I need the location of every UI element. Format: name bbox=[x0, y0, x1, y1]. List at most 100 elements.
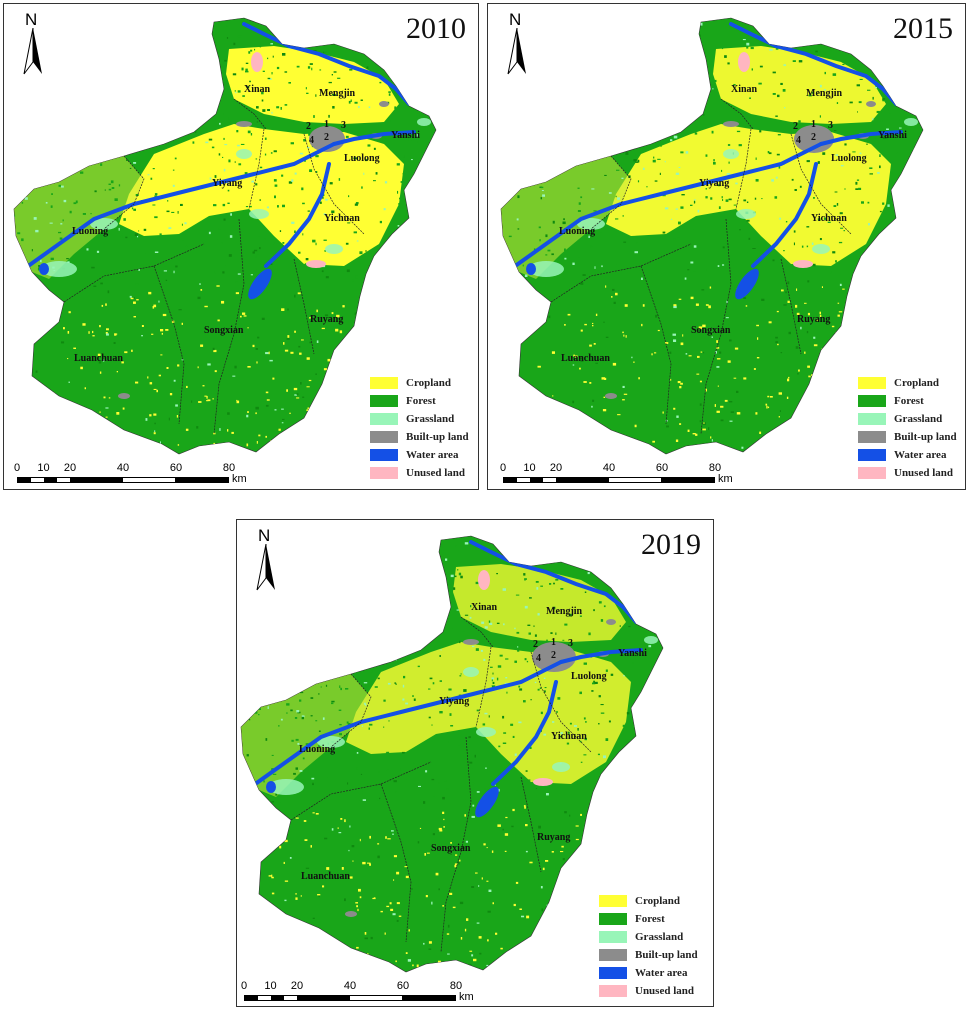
land-pixel bbox=[695, 59, 697, 61]
land-pixel bbox=[503, 623, 505, 626]
land-pixel bbox=[346, 621, 349, 624]
land-pixel bbox=[887, 244, 891, 247]
land-pixel bbox=[837, 302, 840, 304]
land-pixel bbox=[587, 946, 591, 948]
built-up-patch bbox=[463, 639, 479, 645]
land-pixel bbox=[724, 455, 726, 458]
land-pixel bbox=[511, 825, 514, 828]
land-pixel bbox=[475, 648, 479, 651]
land-pixel bbox=[675, 172, 680, 175]
land-pixel bbox=[294, 230, 296, 233]
land-pixel bbox=[405, 702, 409, 705]
land-pixel bbox=[866, 143, 868, 145]
land-pixel bbox=[633, 159, 637, 162]
land-pixel bbox=[722, 199, 724, 201]
legend-item-unused-land: Unused land bbox=[858, 464, 968, 482]
land-pixel bbox=[582, 248, 585, 250]
land-pixel bbox=[322, 196, 324, 199]
land-pixel bbox=[241, 689, 245, 691]
land-pixel bbox=[555, 74, 559, 76]
unused-land-patch bbox=[306, 260, 326, 268]
land-pixel bbox=[636, 556, 638, 558]
land-pixel bbox=[309, 428, 311, 430]
land-pixel bbox=[175, 404, 178, 407]
land-pixel bbox=[41, 113, 43, 116]
land-pixel bbox=[508, 334, 511, 337]
land-pixel bbox=[135, 194, 139, 196]
land-pixel bbox=[367, 663, 369, 666]
land-pixel bbox=[641, 323, 643, 327]
land-pixel bbox=[286, 338, 290, 340]
grassland-patch bbox=[249, 209, 269, 219]
land-pixel bbox=[344, 898, 346, 902]
land-pixel bbox=[323, 239, 327, 241]
grassland-patch bbox=[552, 762, 570, 772]
land-pixel bbox=[369, 319, 371, 321]
scale-unit: km bbox=[718, 473, 733, 485]
land-pixel bbox=[100, 105, 102, 108]
land-pixel bbox=[397, 778, 399, 780]
land-pixel bbox=[829, 270, 832, 274]
land-pixel bbox=[660, 616, 663, 619]
legend-swatch bbox=[370, 467, 398, 479]
land-pixel bbox=[593, 815, 597, 817]
land-pixel bbox=[261, 317, 265, 320]
land-pixel bbox=[218, 71, 220, 74]
land-pixel bbox=[744, 455, 747, 457]
land-pixel bbox=[332, 385, 335, 388]
land-pixel bbox=[375, 172, 378, 175]
scale-segment bbox=[57, 478, 71, 482]
land-pixel bbox=[793, 242, 795, 246]
land-pixel bbox=[255, 814, 259, 816]
scale-segment bbox=[122, 478, 176, 482]
land-pixel bbox=[202, 385, 205, 387]
land-pixel bbox=[861, 201, 864, 204]
land-pixel bbox=[59, 172, 62, 175]
land-pixel bbox=[279, 230, 282, 232]
land-pixel bbox=[350, 408, 354, 410]
land-pixel bbox=[264, 936, 267, 939]
land-pixel bbox=[356, 240, 359, 242]
land-pixel bbox=[333, 390, 336, 393]
land-pixel bbox=[793, 230, 796, 233]
legend: Cropland Forest Grassland Built-up land Wate… bbox=[370, 374, 480, 482]
land-pixel bbox=[84, 387, 86, 390]
land-pixel bbox=[379, 557, 382, 560]
land-pixel bbox=[897, 83, 900, 87]
land-pixel bbox=[404, 866, 408, 868]
scale-segment bbox=[44, 478, 58, 482]
land-pixel bbox=[123, 218, 126, 221]
land-pixel bbox=[759, 130, 762, 133]
land-pixel bbox=[851, 51, 855, 53]
land-pixel bbox=[281, 832, 285, 836]
land-pixel bbox=[331, 702, 334, 705]
land-pixel bbox=[636, 737, 638, 740]
land-pixel bbox=[577, 257, 580, 259]
land-pixel bbox=[468, 767, 473, 770]
land-pixel bbox=[299, 962, 301, 966]
land-pixel bbox=[588, 632, 591, 636]
land-pixel bbox=[310, 845, 312, 848]
land-pixel bbox=[870, 312, 872, 316]
land-pixel bbox=[552, 721, 555, 723]
land-pixel bbox=[579, 61, 582, 64]
land-pixel bbox=[399, 604, 401, 606]
land-pixel bbox=[593, 428, 597, 431]
land-pixel bbox=[556, 401, 559, 404]
land-pixel bbox=[582, 274, 586, 276]
land-pixel bbox=[378, 770, 380, 774]
land-pixel bbox=[756, 357, 760, 359]
land-pixel bbox=[872, 96, 874, 100]
land-pixel bbox=[592, 682, 596, 685]
land-pixel bbox=[126, 159, 129, 161]
land-pixel bbox=[711, 130, 714, 134]
land-pixel bbox=[579, 367, 581, 370]
land-pixel bbox=[92, 145, 95, 148]
legend-label: Cropland bbox=[406, 377, 452, 389]
land-pixel bbox=[537, 925, 541, 927]
land-pixel bbox=[347, 723, 351, 726]
legend-item-grassland: Grassland bbox=[599, 928, 709, 946]
land-pixel bbox=[73, 202, 77, 205]
land-pixel bbox=[811, 242, 814, 245]
land-pixel bbox=[776, 310, 779, 313]
